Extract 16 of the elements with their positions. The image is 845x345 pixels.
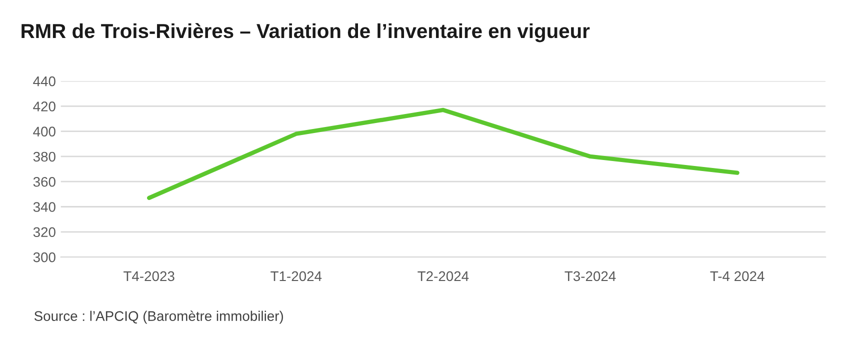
y-tick-label: 420 — [33, 102, 56, 112]
y-tick-label: 360 — [33, 176, 56, 187]
x-tick-label: T-4 2024 — [710, 271, 764, 282]
y-tick-label: 440 — [33, 76, 56, 86]
y-tick-label: 320 — [33, 227, 56, 238]
line-series — [146, 108, 740, 200]
x-tick-label: T2-2024 — [418, 271, 469, 282]
y-tick-label: 380 — [33, 152, 56, 162]
y-tick-label: 300 — [33, 252, 56, 262]
y-tick-label: 400 — [33, 126, 56, 137]
y-tick-label: 340 — [33, 202, 56, 212]
x-tick-label: T1-2024 — [270, 271, 322, 282]
chart-title: RMR de Trois-Rivières – Variation de l’inventaire en vigueur — [22, 23, 590, 42]
x-tick-label: T3-2024 — [564, 271, 616, 282]
source-note: Source : l’APCIQ (Baromètre immobilier) — [34, 310, 283, 324]
x-tick-label: T4-2023 — [124, 271, 174, 282]
